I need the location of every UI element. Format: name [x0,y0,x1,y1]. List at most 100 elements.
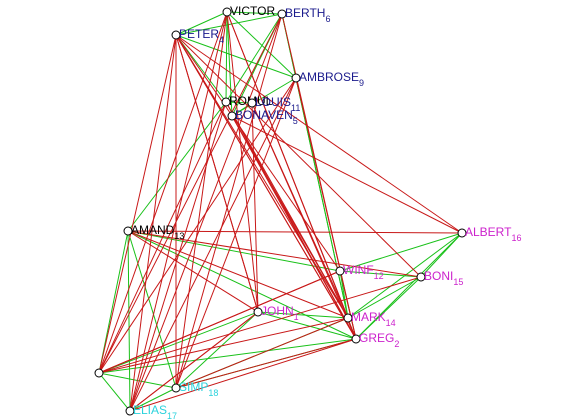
node-ambrose: AMBROSE9 [291,70,364,88]
red-edge-romul-basil [98,101,227,374]
green-edge-john-basil [98,311,259,374]
green-edge-amand-greg [127,230,357,340]
node-subscript: 4 [219,35,224,45]
node-label: BONI15 [424,269,463,287]
red-edge-winf-basil [98,270,341,374]
green-edge-victor-peter [175,11,228,36]
node-mark: MARK14 [343,310,396,328]
green-edge-greg-basil [98,338,357,374]
red-edge-victor-simp [175,11,228,389]
red-edge-amand-mark [127,230,349,319]
red-edge-bonaven-greg [231,115,357,340]
red-edge-amand-john [127,230,259,313]
red-edge-basil-boni [98,276,422,374]
node-subscript: 5 [293,116,298,126]
red-edge-victor-mark [226,11,349,319]
green-edge-albert-greg [355,232,463,340]
node-marker [457,228,467,238]
node-subscript: 9 [359,78,364,88]
green-edge-peter-berth [175,13,283,36]
red-edge-basil-mark [98,317,349,374]
red-edge-berth-simp [175,13,283,389]
node-winf: WINF12 [335,263,384,281]
red-edge-greg-peter [175,34,357,340]
red-edge-john-peter [175,34,259,313]
node-label: BONAVEN5 [235,108,298,126]
green-edge-john-greg [257,311,357,340]
green-edge-amand-elias [127,230,131,412]
red-edge-simp-greg [175,338,357,389]
green-edge-victor-bonaven [226,11,233,117]
red-edge-elias-greg [129,338,357,412]
node-label: PETER4 [179,27,224,45]
node-subscript: 2 [394,339,399,349]
green-edge-boni-mark [347,276,422,319]
node-label: BERTH6 [285,6,330,24]
node-louis: LOUIS11 [247,95,300,113]
red-edge-amand-boni [127,230,422,278]
node-marker [221,97,231,107]
node-marker [416,272,426,282]
node-marker [343,313,353,323]
green-edge-victor-berth [226,11,283,15]
node-label: ELIAS17 [133,403,177,420]
node-basil [94,368,104,378]
green-edge-basil-elias [98,372,131,412]
red-edge-peter-boni [175,34,422,278]
node-marker [171,383,181,393]
red-edge-ambrose-basil [98,77,297,374]
green-edge-winf-mark [339,270,349,319]
node-label: AMBROSE9 [299,70,364,88]
green-edge-albert-mark [347,232,463,319]
node-marker [171,30,181,40]
node-victor: VICTOR [222,4,275,18]
node-marker [222,7,232,17]
green-edge-amand-winf [127,230,341,272]
green-edge-victor-romul [225,11,228,103]
node-subscript: 16 [511,233,521,243]
green-edge-ambrose-bonaven [231,77,297,117]
green-edge-peter-ambrose [175,34,297,79]
node-greg: GREG2 [351,331,399,349]
red-edge-bonaven-albert [231,115,463,234]
red-edge-victor-elias [129,11,228,412]
node-marker [247,98,257,108]
green-edge-romul-amand [127,101,227,232]
green-edge-winf-albert [339,232,463,272]
green-edge-amand-simp [127,230,177,389]
node-label: VICTOR [230,4,275,18]
node-marker [227,111,237,121]
red-edge-peter-elias [129,34,177,412]
node-john: JOHN1 [253,304,299,322]
red-edge-peter-albert [175,34,463,234]
red-edges-layer [98,11,463,412]
red-edge-ambrose-greg [295,77,357,340]
node-berth: BERTH6 [277,6,330,24]
node-boni: BONI15 [416,269,463,287]
node-label: ALBERT16 [465,225,521,243]
node-elias: ELIAS17 [125,403,177,420]
red-edge-peter-mark [175,34,349,319]
red-edge-simp-mark [175,317,349,389]
green-edge-john-simp [175,311,259,389]
node-marker [123,226,133,236]
green-edge-berth-romul [225,13,283,103]
red-edge-berth-basil [98,13,283,374]
node-subscript: 17 [167,411,177,420]
node-label: MARK14 [351,310,396,328]
node-subscript: 14 [386,318,396,328]
node-label: GREG2 [359,331,399,349]
node-albert: ALBERT16 [457,225,521,243]
node-subscript: 15 [453,277,463,287]
red-edge-ambrose-simp [175,77,297,389]
red-edge-victor-basil [98,11,228,374]
node-marker [351,334,361,344]
node-label: JOHN1 [261,304,299,322]
nodes-layer: VICTORBERTH6PETER4AMBROSE9ROMULLOUIS11BO… [94,4,521,420]
red-edge-amand-albert [127,230,463,234]
green-edge-ambrose-mark [295,77,349,319]
node-subscript: 18 [208,388,218,398]
node-subscript: 12 [374,271,384,281]
green-edge-simp-elias [129,387,177,412]
